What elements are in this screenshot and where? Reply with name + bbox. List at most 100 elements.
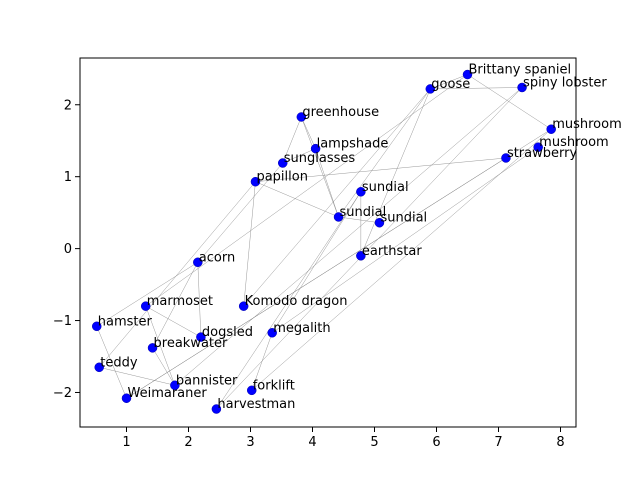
- point-label: teddy: [100, 355, 138, 370]
- point-label: breakwater: [154, 336, 228, 351]
- data-point: [310, 143, 321, 154]
- data-point: [296, 112, 307, 122]
- edge-line: [145, 305, 202, 338]
- point-label: goose: [431, 77, 470, 92]
- data-point: [267, 328, 277, 338]
- point-label: earthstar: [362, 244, 422, 259]
- data-point: [94, 362, 104, 373]
- edge-line: [216, 87, 523, 410]
- edge-line: [338, 88, 431, 218]
- edge-line: [216, 191, 362, 410]
- data-point: [91, 321, 102, 332]
- edge-line: [99, 367, 175, 386]
- data-point: [356, 251, 366, 261]
- point-label: mushroom: [552, 117, 622, 132]
- point-label: sundial: [380, 211, 427, 226]
- edge-line: [243, 88, 431, 307]
- data-point: [147, 343, 158, 353]
- point-label: mushroom: [539, 135, 609, 150]
- edge-line: [301, 116, 316, 149]
- point-label: bannister: [176, 373, 238, 388]
- data-point: [533, 142, 543, 152]
- point-label: hamster: [98, 314, 153, 329]
- data-point: [425, 84, 436, 94]
- x-tick-label: 3: [246, 435, 254, 450]
- point-label: megalith: [273, 321, 330, 336]
- edge-line: [197, 162, 283, 263]
- data-point: [250, 176, 261, 187]
- point-label: Brittany spaniel: [469, 63, 572, 78]
- data-point: [193, 257, 203, 268]
- point-label: spiny lobster: [523, 75, 607, 90]
- x-axis: 1 2 3 4 5 6 7 8: [122, 427, 565, 450]
- edge-line: [255, 181, 339, 218]
- data-point: [333, 212, 344, 222]
- point-label: Weimaraner: [128, 386, 208, 401]
- data-point: [170, 380, 180, 391]
- points-layer: [91, 69, 556, 414]
- edge-line: [360, 88, 431, 256]
- data-point: [501, 153, 511, 163]
- edge-line: [338, 216, 380, 223]
- edge-line: [174, 87, 523, 386]
- data-point: [238, 301, 249, 311]
- point-label: acorn: [199, 250, 235, 265]
- edge-line: [96, 326, 127, 399]
- edge-line: [282, 116, 302, 164]
- point-label: sundial: [362, 180, 409, 195]
- data-point: [196, 332, 206, 342]
- data-point: [211, 404, 222, 414]
- edge-line: [301, 116, 339, 218]
- point-label: lampshade: [317, 137, 389, 152]
- x-tick-label: 4: [308, 435, 316, 450]
- edge-line: [255, 157, 506, 182]
- edge-line: [271, 191, 362, 333]
- data-point: [517, 82, 527, 93]
- y-tick-label: 0: [64, 242, 72, 257]
- edge-line: [467, 74, 552, 130]
- point-label: greenhouse: [302, 105, 379, 120]
- data-point: [246, 385, 257, 396]
- edges-layer: [96, 74, 552, 410]
- y-axis: −2 −1 0 1 2: [53, 98, 80, 401]
- edge-line: [251, 332, 273, 391]
- y-tick-label: −1: [53, 314, 72, 329]
- point-label: dogsled: [202, 325, 253, 340]
- y-tick-label: 1: [64, 170, 72, 185]
- edge-line: [152, 262, 199, 348]
- axes-frame: [79, 57, 577, 428]
- edge-line: [430, 74, 468, 90]
- point-label: marmoset: [147, 294, 213, 309]
- point-label: sundial: [340, 205, 387, 220]
- x-tick-label: 7: [494, 435, 502, 450]
- y-tick-label: 2: [64, 98, 72, 113]
- data-point: [356, 187, 366, 197]
- edge-line: [243, 181, 256, 307]
- edge-line: [145, 74, 468, 307]
- edge-line: [126, 157, 507, 399]
- y-tick-label: −2: [53, 386, 72, 401]
- edge-line: [430, 87, 523, 90]
- x-tick-label: 8: [556, 435, 564, 450]
- data-point: [462, 69, 473, 80]
- point-label: harvestman: [217, 397, 295, 412]
- edge-line: [99, 181, 256, 368]
- x-tick-label: 2: [184, 435, 192, 450]
- point-label: Komodo dragon: [245, 294, 348, 309]
- edge-line: [272, 146, 539, 333]
- x-tick-label: 6: [432, 435, 440, 450]
- x-tick-label: 5: [370, 435, 378, 450]
- point-label: papillon: [256, 170, 308, 185]
- point-label: forklift: [253, 378, 295, 393]
- data-point: [546, 124, 556, 134]
- edge-line: [96, 262, 198, 327]
- data-point: [121, 393, 132, 403]
- x-tick-label: 1: [122, 435, 130, 450]
- point-label: strawberry: [507, 146, 578, 161]
- point-label: sunglasses: [284, 151, 356, 166]
- edge-line: [145, 306, 176, 386]
- edge-line: [152, 347, 176, 386]
